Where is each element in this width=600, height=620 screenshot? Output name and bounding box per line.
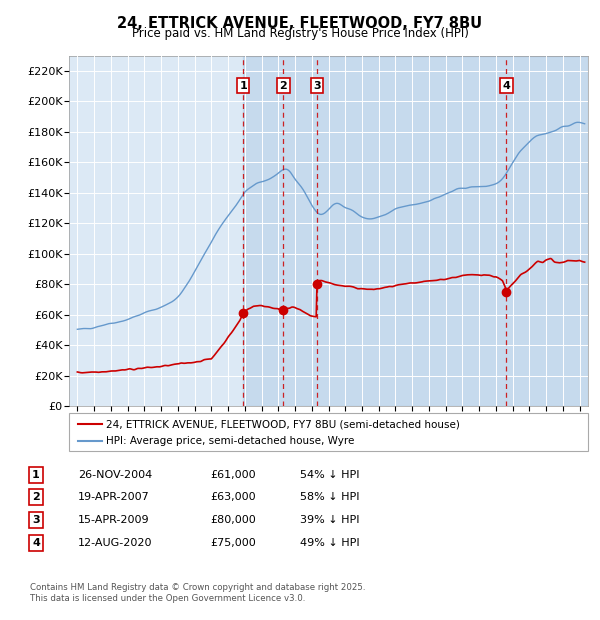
Text: £61,000: £61,000 (210, 470, 256, 480)
Text: 4: 4 (32, 538, 40, 548)
Text: 1: 1 (32, 470, 40, 480)
Text: Contains HM Land Registry data © Crown copyright and database right 2025.: Contains HM Land Registry data © Crown c… (30, 583, 365, 591)
Text: £75,000: £75,000 (210, 538, 256, 548)
Text: 4: 4 (502, 81, 510, 91)
Text: 24, ETTRICK AVENUE, FLEETWOOD, FY7 8BU: 24, ETTRICK AVENUE, FLEETWOOD, FY7 8BU (118, 16, 482, 31)
Text: £63,000: £63,000 (210, 492, 256, 502)
Text: HPI: Average price, semi-detached house, Wyre: HPI: Average price, semi-detached house,… (106, 436, 355, 446)
Text: 3: 3 (313, 81, 320, 91)
Text: 2: 2 (280, 81, 287, 91)
Text: 49% ↓ HPI: 49% ↓ HPI (300, 538, 359, 548)
Text: 54% ↓ HPI: 54% ↓ HPI (300, 470, 359, 480)
Text: This data is licensed under the Open Government Licence v3.0.: This data is licensed under the Open Gov… (30, 595, 305, 603)
Text: 3: 3 (32, 515, 40, 525)
Text: 26-NOV-2004: 26-NOV-2004 (78, 470, 152, 480)
Text: 2: 2 (32, 492, 40, 502)
Text: 24, ETTRICK AVENUE, FLEETWOOD, FY7 8BU (semi-detached house): 24, ETTRICK AVENUE, FLEETWOOD, FY7 8BU (… (106, 419, 460, 429)
Text: £80,000: £80,000 (210, 515, 256, 525)
Bar (243, 56, 588, 406)
Text: 39% ↓ HPI: 39% ↓ HPI (300, 515, 359, 525)
Text: 19-APR-2007: 19-APR-2007 (78, 492, 150, 502)
Text: Price paid vs. HM Land Registry's House Price Index (HPI): Price paid vs. HM Land Registry's House … (131, 27, 469, 40)
Text: 1: 1 (239, 81, 247, 91)
Text: 58% ↓ HPI: 58% ↓ HPI (300, 492, 359, 502)
Text: 15-APR-2009: 15-APR-2009 (78, 515, 149, 525)
Text: 12-AUG-2020: 12-AUG-2020 (78, 538, 152, 548)
